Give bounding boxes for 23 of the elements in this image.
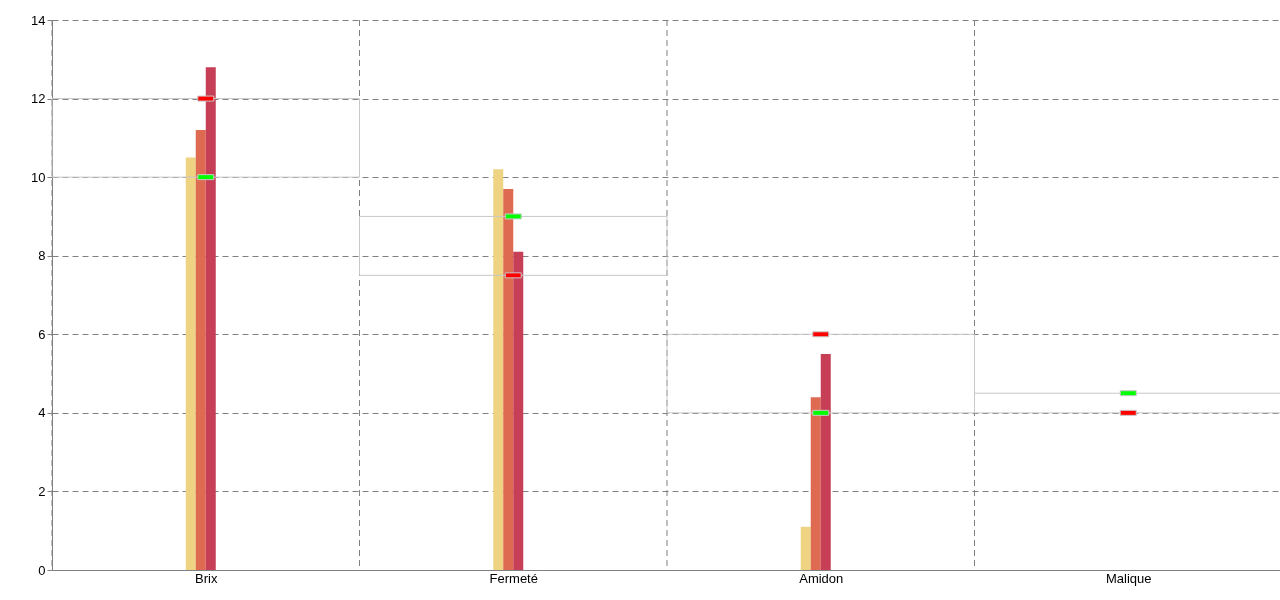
bar [810, 397, 821, 570]
y-tick-label: 8 [38, 248, 46, 264]
bar [513, 251, 524, 570]
bar [195, 130, 206, 570]
bar [185, 157, 196, 570]
y-tick-label: 6 [38, 326, 46, 342]
bar [800, 526, 811, 570]
bar [493, 169, 504, 570]
bar [820, 353, 831, 570]
y-tick-label: 10 [31, 169, 46, 185]
y-tick-label: 14 [31, 12, 46, 28]
y-tick-label: 12 [31, 91, 46, 107]
bar [205, 67, 216, 570]
y-tick-label: 2 [38, 483, 46, 499]
x-tick-label: Fermeté [489, 570, 538, 586]
x-tick-label: Amidon [799, 570, 844, 586]
x-tick-label: Brix [195, 570, 218, 586]
bar [503, 188, 514, 570]
bar [359, 215, 668, 276]
bar [51, 98, 360, 178]
y-tick-label: 4 [38, 405, 46, 421]
y-tick-label: 0 [38, 562, 46, 578]
x-tick-label: Malique [1105, 570, 1152, 586]
